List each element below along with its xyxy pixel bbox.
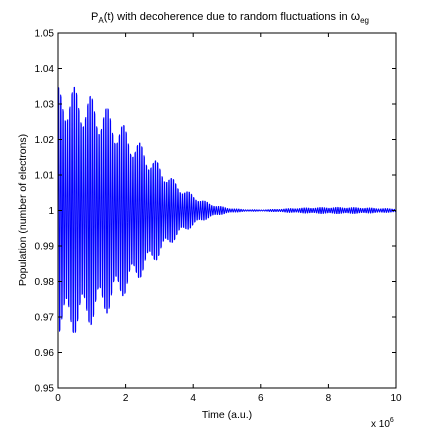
y-tick-label: 0.96	[35, 348, 55, 359]
y-tick-label: 1.01	[35, 171, 55, 182]
x-tick-label: 4	[190, 393, 196, 404]
y-tick-label: 0.97	[35, 313, 55, 324]
data-series	[57, 86, 397, 333]
y-tick-label: 0.99	[35, 242, 55, 253]
x-tick-label: 10	[390, 393, 402, 404]
series-line	[57, 86, 397, 333]
x-tick-label: 2	[123, 393, 129, 404]
x-axis-ticks: 0 2 4 6 8 10	[55, 33, 402, 404]
y-tick-label: 1.02	[35, 135, 55, 146]
y-tick-label: 0.95	[35, 384, 55, 395]
y-tick-label: 1.05	[35, 29, 55, 40]
y-tick-label: 1	[48, 206, 54, 217]
y-tick-label: 1.04	[35, 64, 55, 75]
x-axis-label: Time (a.u.)	[202, 409, 252, 421]
chart-title: PA(t) with decoherence due to random flu…	[91, 9, 369, 25]
y-axis-label: Population (number of electrons)	[17, 134, 29, 286]
x-tick-label: 6	[258, 393, 264, 404]
y-tick-label: 0.98	[35, 277, 55, 288]
x-tick-label: 0	[55, 393, 61, 404]
x-tick-label: 8	[326, 393, 332, 404]
x-axis-multiplier: x 106	[371, 417, 394, 430]
y-tick-label: 1.03	[35, 100, 55, 111]
y-axis-ticks: 0.95 0.96 0.97 0.98 0.99 1 1.01 1.02 1.03 1.04 1.0…	[35, 29, 396, 395]
